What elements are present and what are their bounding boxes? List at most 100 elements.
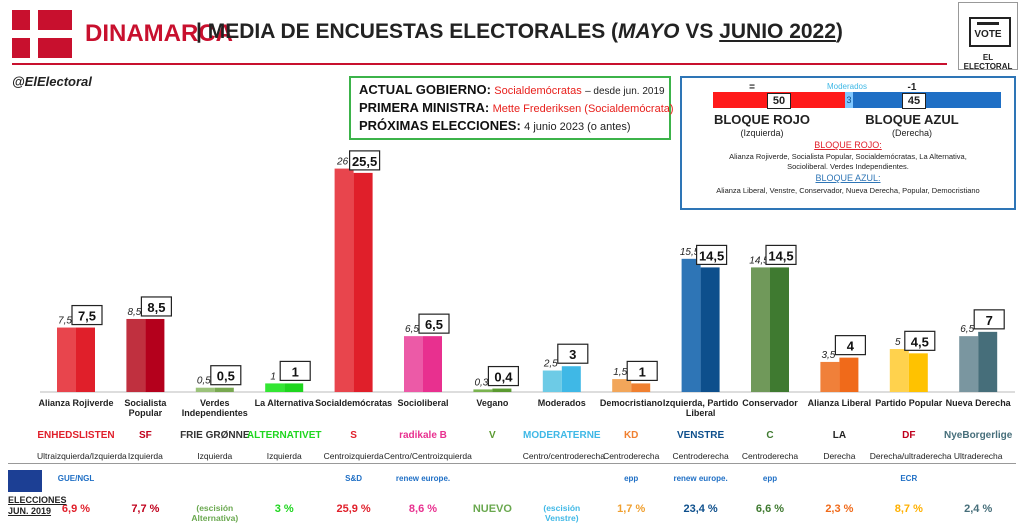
label-june: 1 (639, 364, 646, 379)
label-june: 3 (569, 347, 576, 362)
party-logo-icon: KD (623, 430, 639, 441)
country-title: DINAMARCA (85, 20, 233, 47)
government-box: ACTUAL GOBIERNO: Socialdemócratas – desd… (349, 76, 674, 140)
label-may: 8,5 (127, 307, 141, 318)
label-may: 5 (895, 337, 901, 348)
red-bloc-heading: BLOQUE ROJO: (814, 140, 882, 150)
moderados-seats: 3 (846, 95, 852, 105)
party-logo-icon: ENHEDSLISTEN (37, 430, 115, 441)
pm-value: Mette Frederiksen (Socialdemócrata) (492, 103, 674, 115)
party-name: Moderados (537, 398, 586, 408)
eu-group-logo: renew europe. (673, 474, 728, 483)
blocs-box: = Moderados -1 BLOQUE ROJO (Izquierda) B… (680, 76, 1016, 210)
label-june: 7 (986, 313, 993, 328)
next-value: 4 junio 2023 (o antes) (524, 121, 631, 133)
election-2019-result: 8,6 % (408, 503, 438, 515)
party-name: Socioliberal (397, 398, 449, 408)
bar-may (542, 370, 562, 392)
gov-value: Socialdemócratas (494, 85, 582, 97)
label-may: 1,5 (613, 367, 627, 378)
label-may: 0,5 (197, 376, 211, 387)
label-june-box (418, 313, 450, 334)
bar-june (700, 267, 720, 392)
pm-key: PRIMERA MINISTRA: (359, 100, 490, 115)
party-ideology: Ultraizquierda/Izquierda (37, 451, 127, 461)
bar-may (681, 258, 701, 392)
moderados-bar (845, 92, 853, 108)
bar-may (612, 379, 632, 392)
party-logo-icon: C (766, 430, 774, 441)
red-bloc-sub: (Izquierda) (740, 128, 784, 138)
label-june-box (557, 343, 589, 364)
party-ideology: Centroizquierda (323, 451, 384, 461)
election-2019-result: 25,9 % (336, 503, 371, 515)
eu-group-logo: epp (624, 474, 639, 483)
party-name: Verdes Independientes (181, 398, 248, 418)
election-2019-result: NUEVO (472, 503, 512, 515)
label-june: 0,5 (217, 369, 235, 384)
party-logo-icon: LA (832, 430, 847, 441)
bar-may (889, 349, 909, 392)
brand-text: EL ELECTORAL (963, 53, 1013, 71)
label-may: 14,5 (749, 255, 769, 266)
party-logo-icon: FRIE GRØNNE (180, 430, 250, 441)
header-divider (12, 63, 947, 65)
bar-may (126, 318, 146, 392)
election-2019-result: (escisión Venstre) (543, 503, 581, 523)
eu-group-logo: ECR (900, 474, 918, 483)
bar-may (820, 361, 840, 392)
moderados-label: Moderados (826, 82, 868, 91)
party-logo-icon: DF (902, 430, 916, 441)
party-name: Nueva Derecha (945, 398, 1011, 408)
party-ideology: Izquierda (266, 451, 302, 461)
bar-june (284, 383, 304, 392)
party-name: Democristiano (599, 398, 663, 408)
party-ideology: Derecha/ultraderecha (869, 451, 952, 461)
party-ideology: Centroderecha (672, 451, 729, 461)
pm-row: PRIMERA MINISTRA: Mette Frederiksen (Soc… (359, 100, 674, 115)
label-june: 7,5 (78, 309, 96, 324)
elections-label-line1: ELECCIONES (8, 495, 67, 505)
bar-may (195, 387, 215, 392)
label-june-box (973, 309, 1005, 330)
election-2019-result: (escisión Alternativa) (191, 503, 239, 523)
label-june: 6,5 (425, 317, 443, 332)
bar-june (631, 383, 651, 392)
bar-june (978, 331, 998, 392)
title-may: MAYO (618, 20, 680, 43)
bar-june (423, 336, 442, 392)
party-ideology: Centro/Centroizquierda (384, 451, 472, 461)
label-june-box (279, 360, 311, 382)
title-main: MEDIA DE ENCUESTAS ELECTORALES ( (207, 20, 619, 43)
red-change: = (749, 82, 755, 93)
title-vs: VS (679, 20, 720, 43)
party-name: Vegano (476, 398, 509, 408)
ballot-box-icon (969, 17, 1011, 47)
label-june-box (834, 335, 867, 356)
party-name: La Alternativa (254, 398, 314, 408)
page-title: | MEDIA DE ENCUESTAS ELECTORALES (MAYO V… (196, 20, 843, 44)
party-name: Socialista Popular (124, 398, 167, 418)
bar-june (770, 267, 789, 392)
label-june-box (904, 330, 936, 351)
bar-june (214, 387, 234, 392)
bar-may (334, 168, 354, 392)
party-name: Partido Popular (875, 398, 943, 408)
party-ideology: Derecha (823, 451, 856, 461)
label-june-box (349, 150, 381, 171)
party-ideology: Centro/centroderecha (522, 451, 606, 461)
party-ideology: Centroderecha (741, 451, 799, 461)
election-2019-result: 1,7 % (617, 503, 646, 515)
red-bloc-members-1: Alianza Rojiverde, Socialista Popular, S… (729, 152, 967, 161)
election-2019-result: 6,9 % (61, 503, 91, 515)
party-ideology: Izquierda (127, 451, 163, 461)
denmark-flag-icon (12, 10, 72, 58)
label-may: 2,5 (543, 359, 558, 370)
label-june-box (695, 244, 728, 266)
label-may: 3,5 (821, 350, 835, 361)
party-ideology: Centroderecha (603, 451, 660, 461)
title-separator: | (196, 20, 202, 43)
red-seats: 50 (767, 93, 791, 109)
party-logo-icon: NyeBorgerlige (944, 430, 1013, 441)
